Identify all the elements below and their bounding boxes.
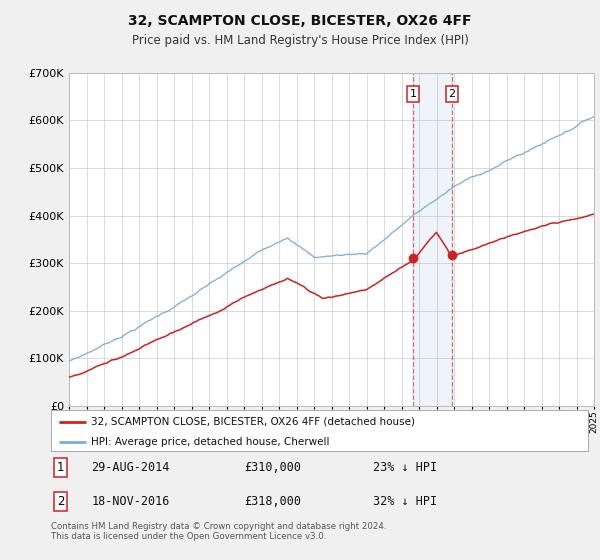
Text: 1: 1 (57, 461, 64, 474)
Text: 32, SCAMPTON CLOSE, BICESTER, OX26 4FF (detached house): 32, SCAMPTON CLOSE, BICESTER, OX26 4FF (… (91, 417, 415, 427)
Text: Price paid vs. HM Land Registry's House Price Index (HPI): Price paid vs. HM Land Registry's House … (131, 34, 469, 46)
Text: 2: 2 (57, 494, 64, 508)
Text: 32, SCAMPTON CLOSE, BICESTER, OX26 4FF: 32, SCAMPTON CLOSE, BICESTER, OX26 4FF (128, 14, 472, 28)
Text: HPI: Average price, detached house, Cherwell: HPI: Average price, detached house, Cher… (91, 437, 330, 447)
Text: £318,000: £318,000 (244, 494, 301, 508)
Text: £310,000: £310,000 (244, 461, 301, 474)
Bar (413, 73, 452, 406)
Text: 32% ↓ HPI: 32% ↓ HPI (373, 494, 437, 508)
Text: 18-NOV-2016: 18-NOV-2016 (91, 494, 170, 508)
Text: 29-AUG-2014: 29-AUG-2014 (91, 461, 170, 474)
Text: 23% ↓ HPI: 23% ↓ HPI (373, 461, 437, 474)
Text: 1: 1 (410, 89, 416, 99)
Text: 2: 2 (448, 89, 455, 99)
Text: Contains HM Land Registry data © Crown copyright and database right 2024.
This d: Contains HM Land Registry data © Crown c… (51, 522, 386, 542)
